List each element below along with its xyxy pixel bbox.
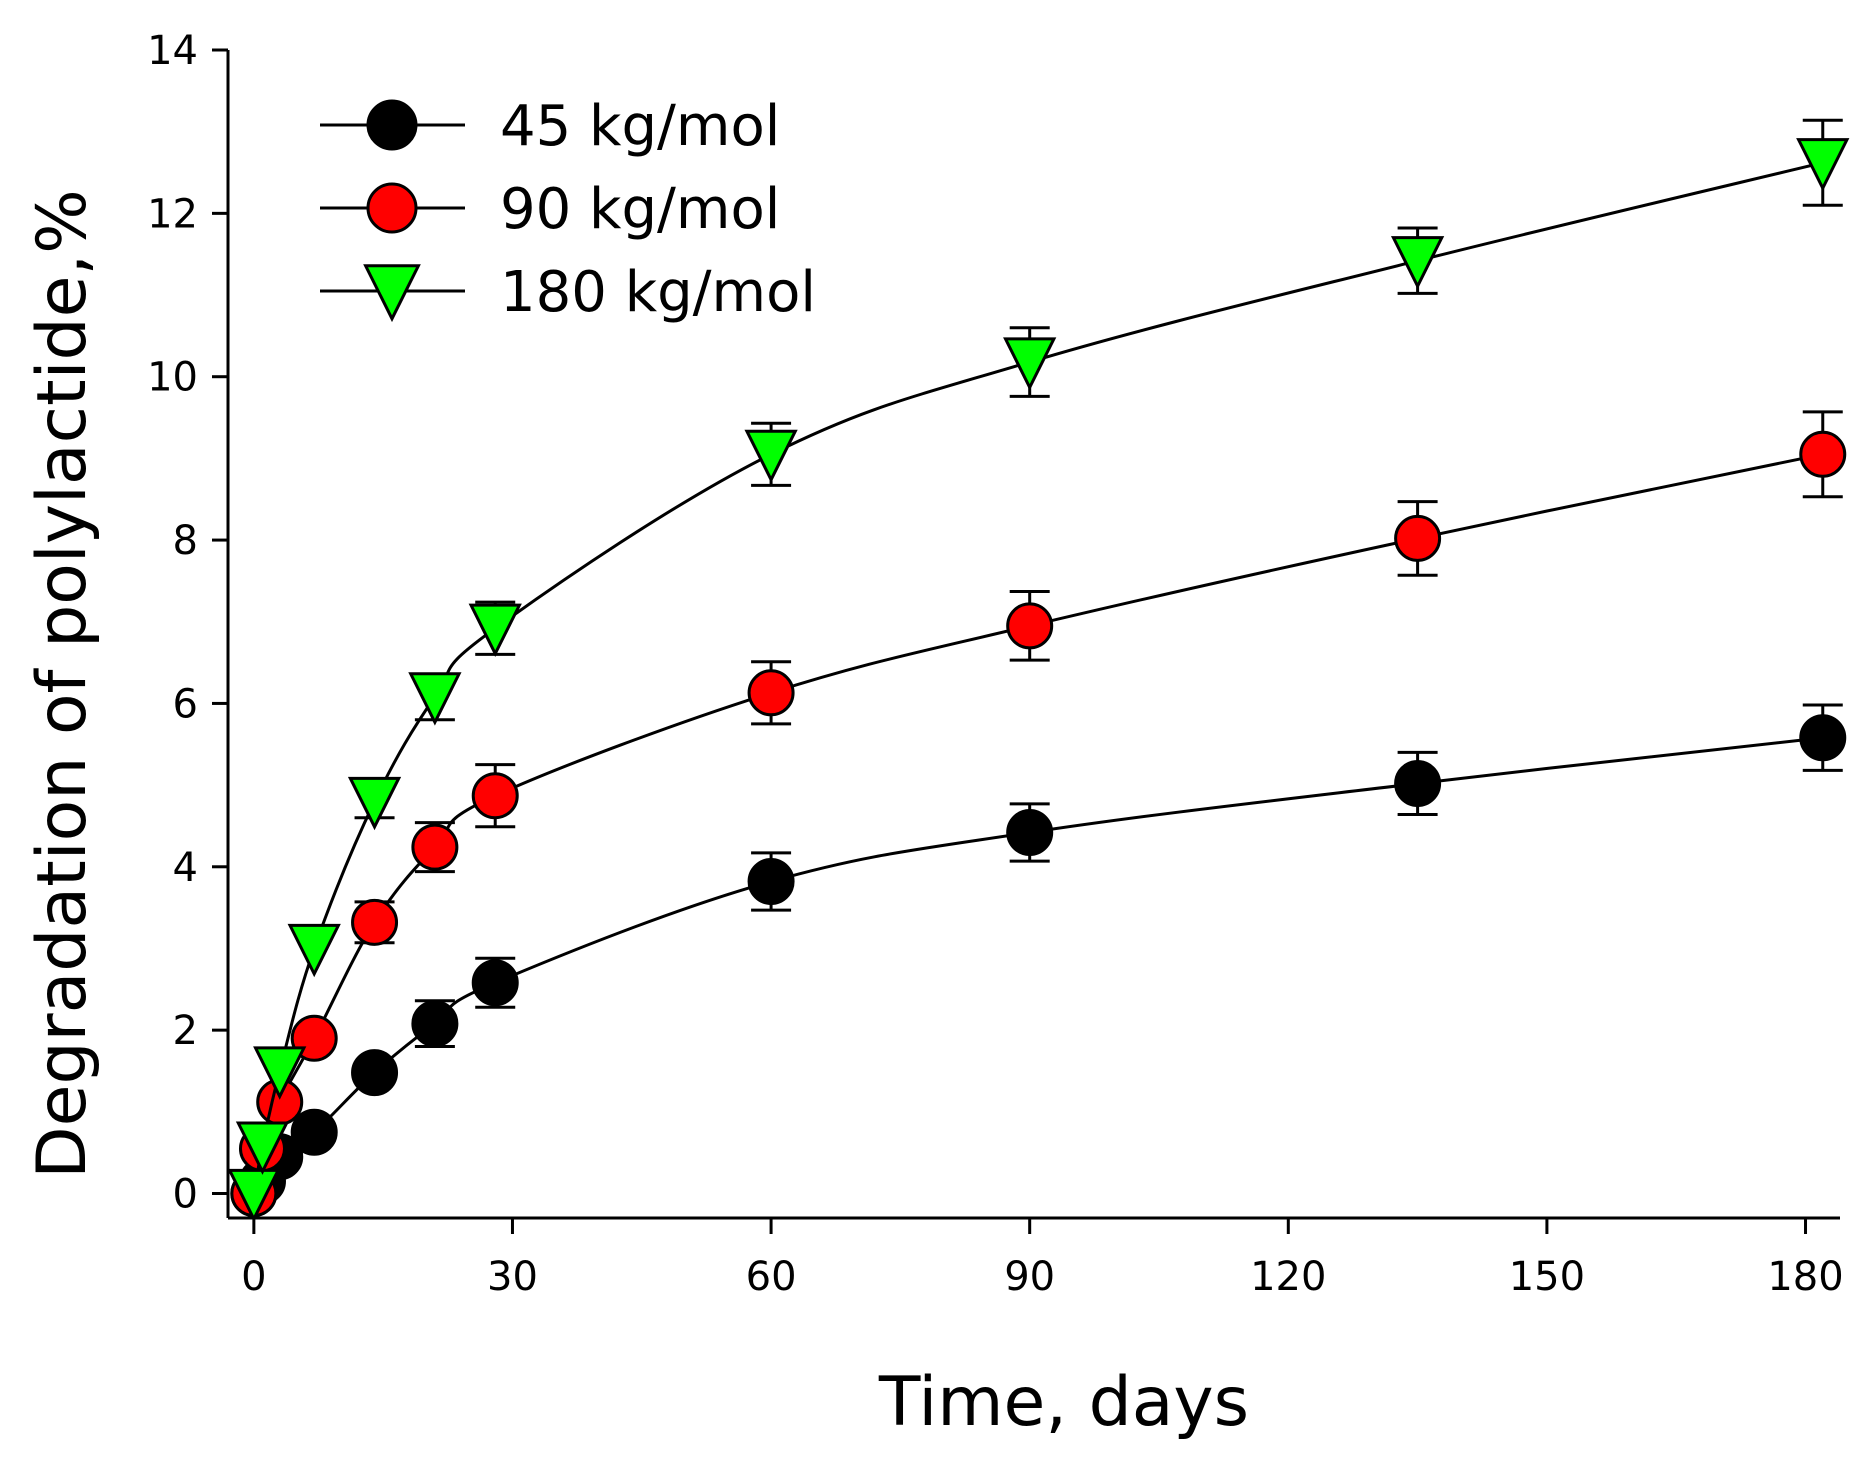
y-tick-label: 14: [147, 28, 198, 74]
data-point: [408, 672, 462, 726]
legend-marker: [363, 264, 421, 323]
x-tick-label: 150: [1509, 1254, 1585, 1300]
series-line: [252, 161, 1824, 1194]
series-line: [252, 452, 1824, 1194]
data-point: [235, 1121, 290, 1175]
y-tick-label: 12: [147, 191, 198, 237]
legend-marker: [366, 182, 418, 234]
legend: 45 kg/mol 90 kg/mol 180 kg/mol: [320, 94, 816, 325]
x-tick-label: 120: [1250, 1254, 1326, 1300]
x-tick-label: 60: [746, 1254, 797, 1300]
data-point: [253, 1046, 307, 1100]
data-point: [1394, 759, 1442, 807]
y-ticks: 0 2 4 6 8 10 12 14: [147, 28, 228, 1217]
series-3: [227, 118, 1850, 1223]
y-tick-label: 0: [173, 1171, 198, 1217]
legend-item: 90 kg/mol: [320, 177, 780, 242]
y-tick-label: 4: [173, 845, 198, 891]
data-point: [1799, 714, 1847, 762]
data-point: [468, 603, 522, 658]
data-point: [471, 959, 519, 1007]
x-axis-title: Time, days: [878, 1363, 1249, 1442]
data-point: [347, 776, 402, 831]
data-point: [747, 669, 795, 717]
data-point: [1003, 337, 1057, 391]
series-1: [230, 703, 1847, 1217]
data-point: [287, 923, 341, 978]
y-axis-title: Degradation of polylactide,%: [23, 189, 102, 1179]
legend-label: 45 kg/mol: [500, 94, 780, 159]
data-point: [290, 1108, 338, 1156]
data-point: [1799, 430, 1847, 478]
data-point: [1006, 602, 1054, 650]
x-tick-label: 180: [1767, 1254, 1843, 1300]
data-point: [1394, 514, 1442, 562]
legend-item: 45 kg/mol: [320, 94, 780, 159]
data-point: [411, 1000, 459, 1048]
y-tick-label: 8: [173, 518, 198, 564]
y-tick-label: 2: [173, 1008, 198, 1054]
y-tick-label: 10: [147, 355, 198, 401]
data-point: [747, 857, 795, 905]
legend-marker: [366, 99, 418, 151]
x-tick-label: 90: [1004, 1254, 1055, 1300]
legend-label: 180 kg/mol: [500, 260, 816, 325]
data-point: [471, 772, 519, 820]
data-point: [1390, 236, 1445, 290]
data-point: [351, 1049, 399, 1097]
x-ticks: 0 30 60 90 120 150 180: [241, 1218, 1844, 1300]
data-point: [1796, 138, 1850, 192]
x-tick-label: 0: [241, 1254, 266, 1300]
legend-label: 90 kg/mol: [500, 177, 780, 242]
data-point: [1006, 808, 1054, 856]
data-point: [411, 823, 459, 871]
axes: 0 2 4 6 8 10 12 14 0 30 60 90 120 150 180: [147, 28, 1844, 1300]
data-point: [227, 1168, 281, 1223]
y-tick-label: 6: [173, 681, 198, 727]
data-point: [351, 898, 399, 946]
series-layer: [227, 118, 1850, 1223]
x-tick-label: 30: [487, 1254, 538, 1300]
data-point: [744, 429, 798, 484]
legend-item: 180 kg/mol: [320, 260, 816, 325]
